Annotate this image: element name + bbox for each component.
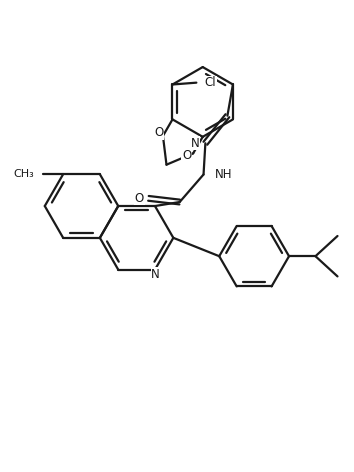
Text: O: O bbox=[182, 149, 191, 162]
Text: O: O bbox=[154, 126, 163, 140]
Text: N: N bbox=[190, 137, 199, 150]
Text: N: N bbox=[151, 268, 160, 280]
Text: CH₃: CH₃ bbox=[13, 169, 34, 179]
Text: NH: NH bbox=[215, 168, 232, 181]
Text: Cl: Cl bbox=[205, 76, 216, 89]
Text: O: O bbox=[135, 192, 144, 205]
